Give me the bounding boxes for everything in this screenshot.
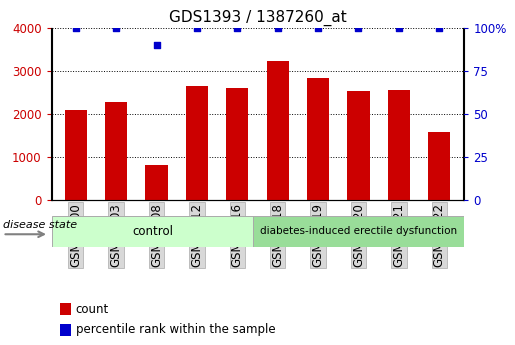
Bar <box>348 91 370 200</box>
Point <box>395 25 403 30</box>
Bar <box>253 216 464 247</box>
Bar <box>186 86 208 200</box>
Bar <box>145 165 167 200</box>
Point <box>152 42 161 48</box>
Text: control: control <box>132 225 173 238</box>
Bar <box>105 102 127 200</box>
Bar <box>60 324 71 336</box>
Point <box>112 25 120 30</box>
Bar <box>226 88 248 200</box>
Bar <box>388 90 410 200</box>
Point <box>72 25 80 30</box>
Bar <box>64 110 87 200</box>
Bar <box>307 79 329 200</box>
Point <box>314 25 322 30</box>
Text: diabetes-induced erectile dysfunction: diabetes-induced erectile dysfunction <box>260 226 457 236</box>
Point <box>354 25 363 30</box>
Bar <box>428 132 451 200</box>
Text: disease state: disease state <box>3 220 77 230</box>
Bar <box>60 303 71 315</box>
Bar <box>52 216 253 247</box>
Text: count: count <box>76 303 109 316</box>
Text: percentile rank within the sample: percentile rank within the sample <box>76 323 275 336</box>
Point <box>233 25 242 30</box>
Point <box>435 25 443 30</box>
Point <box>193 25 201 30</box>
Point <box>273 25 282 30</box>
Bar <box>267 61 289 200</box>
Title: GDS1393 / 1387260_at: GDS1393 / 1387260_at <box>168 10 347 26</box>
